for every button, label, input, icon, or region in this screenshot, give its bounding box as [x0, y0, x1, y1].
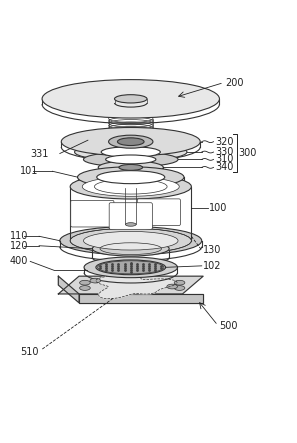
Text: 320: 320	[215, 137, 233, 147]
Polygon shape	[58, 276, 79, 303]
Ellipse shape	[84, 257, 178, 278]
Text: 130: 130	[203, 245, 221, 255]
Ellipse shape	[75, 143, 187, 161]
Text: 120: 120	[10, 241, 28, 251]
FancyBboxPatch shape	[71, 200, 114, 227]
Ellipse shape	[117, 138, 144, 146]
Ellipse shape	[78, 167, 184, 187]
Ellipse shape	[106, 155, 156, 164]
Text: 510: 510	[20, 347, 38, 358]
Text: 110: 110	[10, 231, 28, 241]
Ellipse shape	[83, 231, 178, 250]
FancyBboxPatch shape	[137, 199, 180, 225]
Ellipse shape	[97, 171, 165, 184]
Ellipse shape	[70, 174, 191, 199]
Ellipse shape	[82, 177, 179, 196]
FancyBboxPatch shape	[109, 203, 152, 229]
Text: 100: 100	[208, 203, 227, 213]
Ellipse shape	[42, 80, 219, 118]
Ellipse shape	[109, 135, 153, 148]
Ellipse shape	[80, 286, 90, 290]
Ellipse shape	[83, 152, 178, 167]
Ellipse shape	[90, 278, 101, 283]
Text: 330: 330	[215, 147, 233, 157]
Text: 400: 400	[10, 256, 28, 266]
Polygon shape	[96, 271, 177, 299]
Text: 310: 310	[215, 155, 233, 164]
Ellipse shape	[115, 95, 147, 103]
Ellipse shape	[92, 241, 169, 256]
Ellipse shape	[98, 261, 164, 274]
Polygon shape	[79, 294, 203, 303]
Ellipse shape	[167, 284, 178, 289]
Ellipse shape	[61, 128, 200, 156]
Ellipse shape	[125, 223, 136, 226]
Text: 200: 200	[225, 78, 243, 88]
Text: 500: 500	[219, 321, 237, 330]
Ellipse shape	[98, 161, 163, 174]
Text: 331: 331	[30, 149, 49, 159]
Text: 102: 102	[203, 261, 221, 271]
Polygon shape	[58, 276, 203, 294]
Text: 340: 340	[215, 163, 233, 172]
Ellipse shape	[96, 260, 166, 275]
Ellipse shape	[70, 228, 191, 253]
Ellipse shape	[60, 226, 202, 255]
Ellipse shape	[174, 286, 185, 290]
Text: 101: 101	[20, 166, 38, 176]
Ellipse shape	[101, 147, 160, 157]
Ellipse shape	[174, 280, 185, 285]
Text: 300: 300	[239, 148, 257, 158]
Ellipse shape	[80, 280, 90, 285]
Ellipse shape	[119, 164, 143, 171]
